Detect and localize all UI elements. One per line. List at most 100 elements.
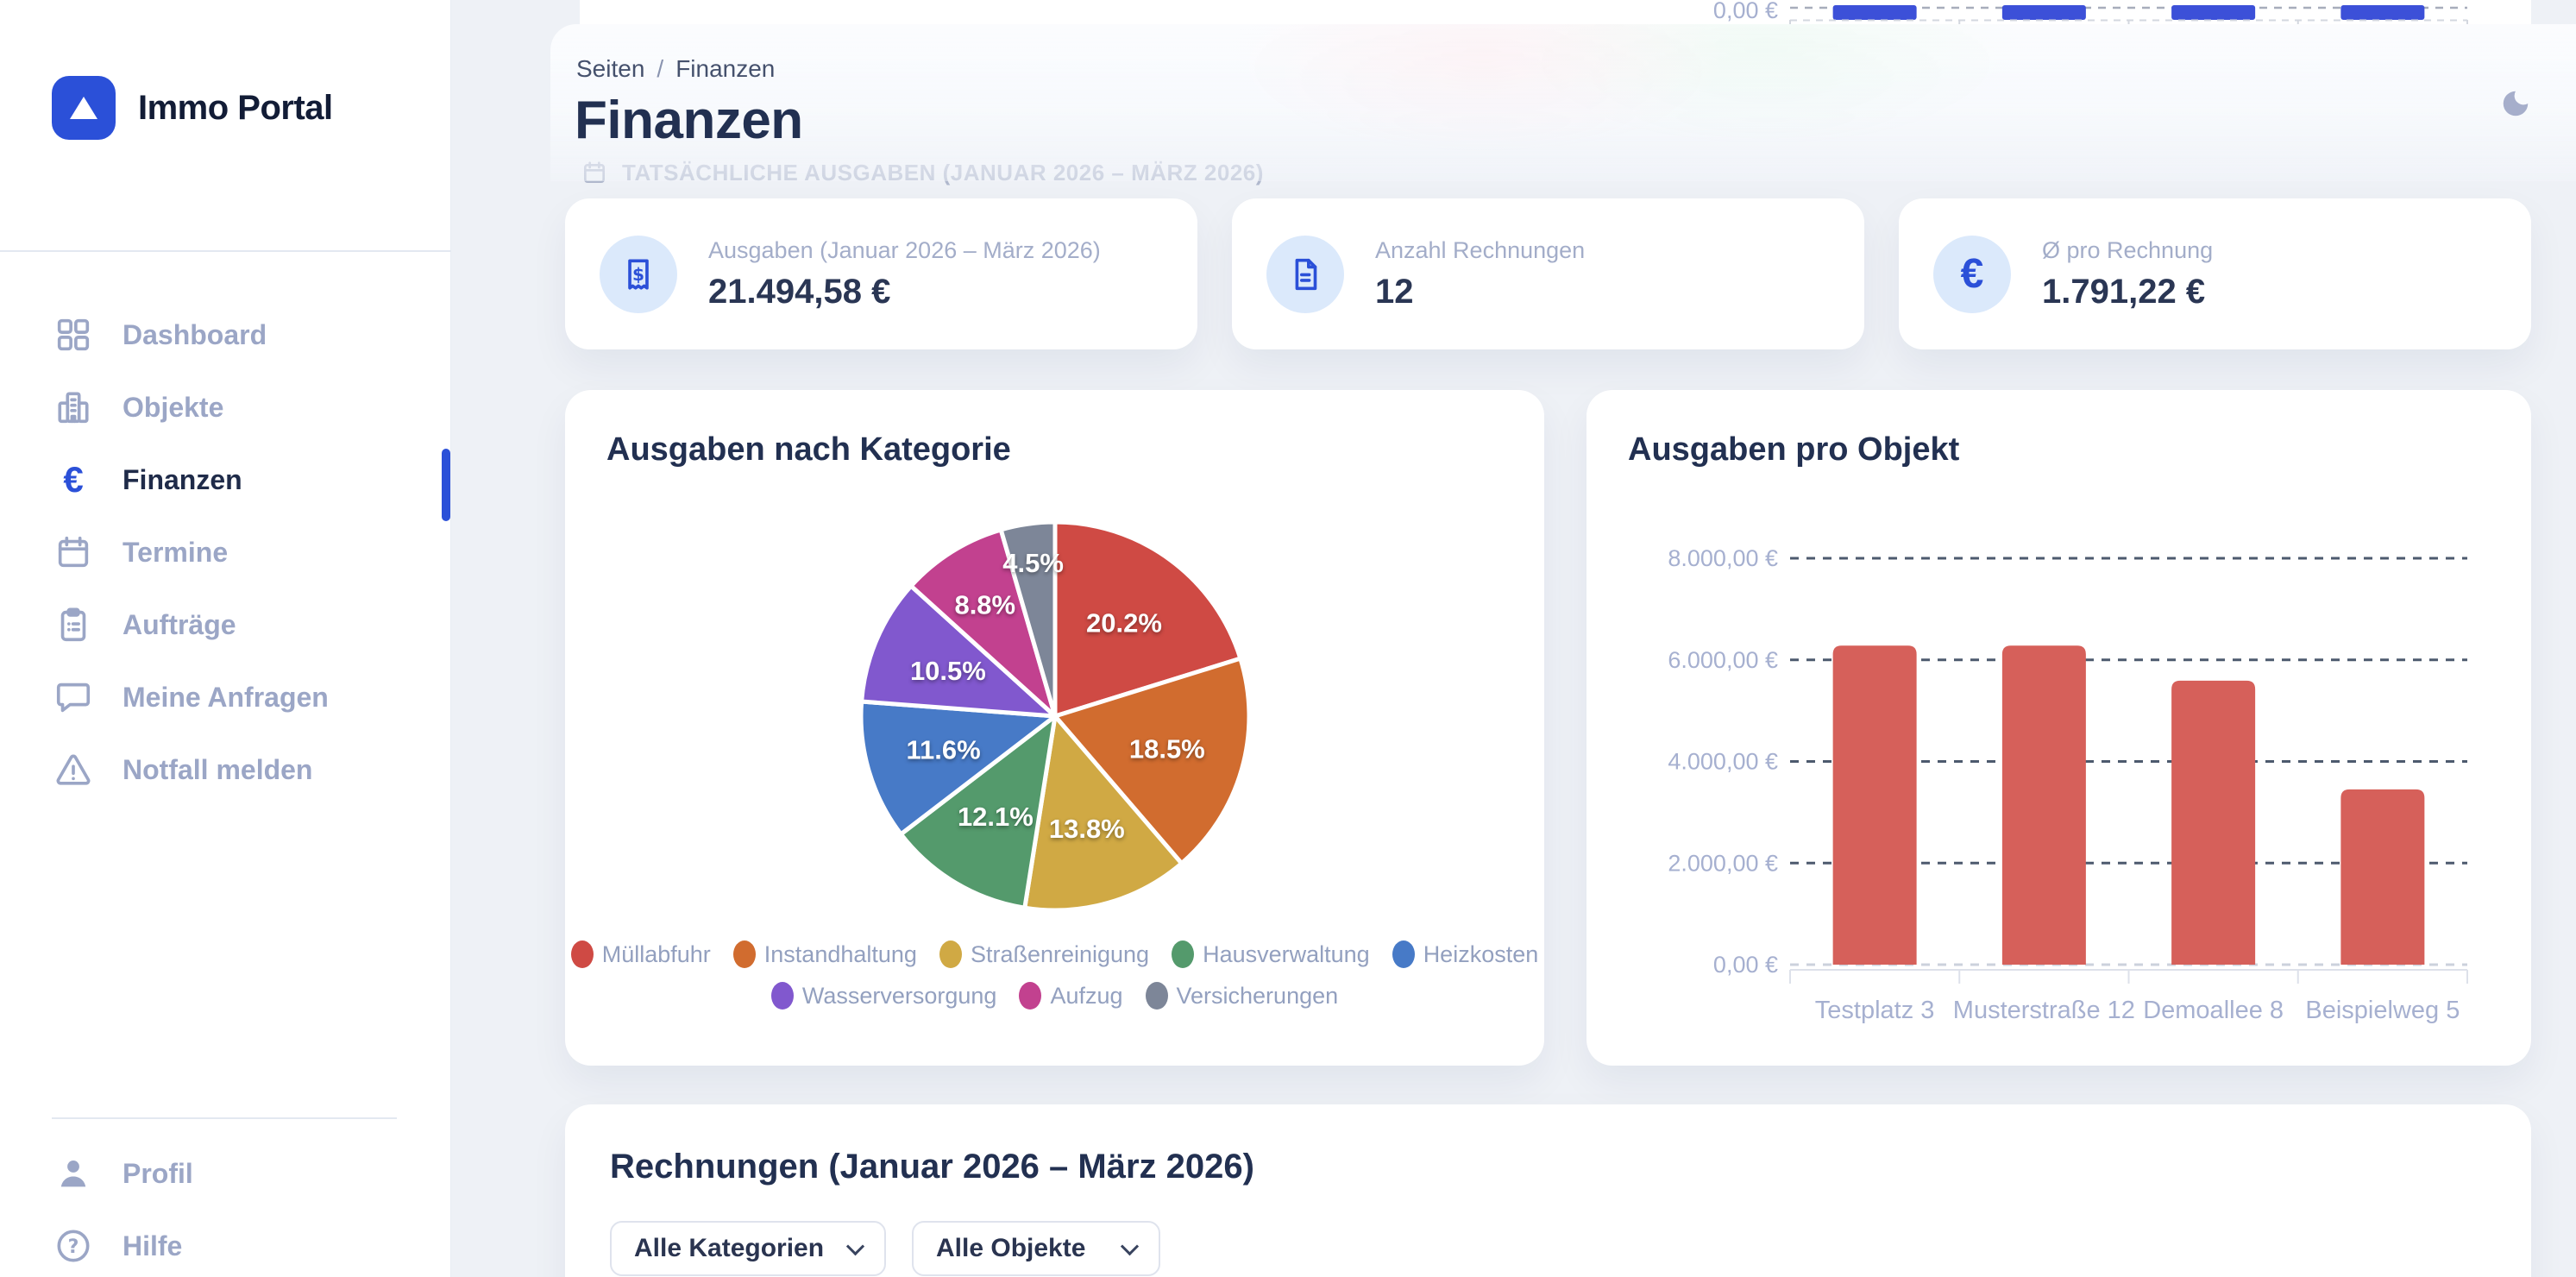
svg-text:6.000,00 €: 6.000,00 € (1668, 647, 1778, 673)
legend-label: Hausverwaltung (1203, 940, 1370, 967)
calendar-icon (53, 532, 93, 572)
person-icon (53, 1154, 93, 1193)
svg-text:Demoallee 8: Demoallee 8 (2143, 997, 2284, 1024)
svg-text:Testplatz 3: Testplatz 3 (1815, 997, 1935, 1024)
breadcrumb-current: Finanzen (675, 55, 776, 82)
legend-row: Wasserversorgung Aufzug Versicherungen (770, 982, 1338, 1010)
legend-color-dot (1172, 940, 1195, 968)
invoice-filters: Alle Kategorien Alle Objekte (610, 1221, 1160, 1276)
legend-color-dot (570, 940, 594, 968)
legend-item[interactable]: Straßenreinigung (939, 940, 1149, 968)
sidebar-item-hilfe[interactable]: ? Hilfe (0, 1210, 451, 1277)
building-icon (53, 387, 93, 427)
legend-label: Wasserversorgung (801, 982, 997, 1009)
sidebar-item-meine-anfragen[interactable]: Meine Anfragen (0, 661, 451, 733)
sidebar-item-label: Aufträge (123, 608, 236, 640)
category-filter-select[interactable]: Alle Kategorien (610, 1221, 886, 1276)
bar-chart-card: Ausgaben pro Objekt 0,00 € 2.000,00 € 4.00… (1586, 390, 2531, 1066)
svg-text:2.000,00 €: 2.000,00 € (1668, 850, 1778, 876)
sidebar-item-notfall-melden[interactable]: Notfall melden (0, 733, 451, 806)
sidebar-item-label: Dashboard (123, 318, 267, 350)
sidebar-item-label: Notfall melden (123, 753, 313, 785)
svg-text:Beispielweg 5: Beispielweg 5 (2305, 997, 2460, 1024)
stats-row: $ Ausgaben (Januar 2026 – März 2026) 21.… (565, 198, 2531, 349)
brand[interactable]: Immo Portal (52, 76, 333, 140)
sidebar-item-termine[interactable]: Termine (0, 516, 451, 588)
legend-label: Heizkosten (1423, 940, 1539, 967)
legend-item[interactable]: Versicherungen (1145, 982, 1338, 1010)
legend-label: Aufzug (1050, 982, 1123, 1009)
brand-name: Immo Portal (138, 88, 333, 127)
page-header: Seiten / Finanzen Finanzen (550, 24, 2576, 181)
sidebar-item-label: Meine Anfragen (123, 681, 329, 713)
breadcrumb-root-link[interactable]: Seiten (576, 55, 645, 82)
pie-chart-card: Ausgaben nach Kategorie 20.2% 18.5% 13.8% 1… (565, 390, 1544, 1066)
svg-text:4.000,00 €: 4.000,00 € (1668, 749, 1778, 775)
brand-logo-icon (52, 76, 116, 140)
euro-circle-icon: € (1933, 235, 2011, 313)
active-nav-indicator (442, 449, 450, 521)
svg-text:10.5%: 10.5% (910, 656, 986, 686)
legend-item[interactable]: Aufzug (1019, 982, 1123, 1010)
legend-item[interactable]: Müllabfuhr (570, 940, 711, 968)
invoice-icon: $ (600, 235, 677, 313)
legend-color-dot (1019, 982, 1042, 1010)
sidebar-item-label: Finanzen (123, 463, 242, 495)
sidebar-item-label: Objekte (123, 391, 224, 423)
legend-color-dot (939, 940, 962, 968)
page-title: Finanzen (575, 91, 803, 150)
svg-text:12.1%: 12.1% (958, 802, 1034, 832)
chat-icon (53, 677, 93, 717)
pie-chart-title: Ausgaben nach Kategorie (606, 431, 1011, 468)
legend-row: Müllabfuhr Instandhaltung Straßenreinigung… (570, 940, 1539, 968)
legend-color-dot (732, 940, 756, 968)
stat-label: Anzahl Rechnungen (1375, 236, 1586, 263)
svg-text:11.6%: 11.6% (906, 735, 980, 765)
svg-text:8.8%: 8.8% (954, 589, 1015, 620)
partial-bar-chart: 0,00 € (580, 0, 2531, 24)
theme-toggle-button[interactable] (2493, 83, 2538, 128)
clipboard-icon (53, 605, 93, 645)
stat-card-average: € Ø pro Rechnung 1.791,22 € (1899, 198, 2531, 349)
svg-text:13.8%: 13.8% (1049, 814, 1125, 844)
object-filter-select[interactable]: Alle Objekte (912, 1221, 1160, 1276)
legend-item[interactable]: Wasserversorgung (770, 982, 997, 1010)
legend-item[interactable]: Hausverwaltung (1172, 940, 1370, 968)
sidebar-item-finanzen[interactable]: € Finanzen (0, 443, 451, 516)
sidebar-footer: Profil ? Hilfe (0, 1137, 451, 1277)
legend-item[interactable]: Heizkosten (1392, 940, 1539, 968)
sidebar-item-label: Termine (123, 536, 229, 568)
stat-card-expenses: $ Ausgaben (Januar 2026 – März 2026) 21.… (565, 198, 1197, 349)
svg-text:20.2%: 20.2% (1086, 607, 1162, 638)
scrolled-out-chart-remnant: 0,00 € (580, 0, 2531, 24)
sidebar-item-profil[interactable]: Profil (0, 1137, 451, 1210)
sidebar-item-label: Profil (123, 1157, 193, 1189)
bar-chart-title: Ausgaben pro Objekt (1628, 431, 1960, 468)
sidebar-divider (0, 250, 451, 252)
warning-icon (53, 750, 93, 789)
sidebar-item-objekte[interactable]: Objekte (0, 371, 451, 443)
stat-label: Ø pro Rechnung (2042, 236, 2214, 263)
breadcrumb: Seiten / Finanzen (576, 55, 775, 83)
charts-row: Ausgaben nach Kategorie 20.2% 18.5% 13.8% 1… (565, 390, 2531, 1066)
legend-label: Straßenreinigung (970, 940, 1150, 967)
sidebar: Immo Portal Dashboard (0, 0, 451, 1277)
chevron-down-icon (845, 1236, 865, 1255)
sidebar-item-auftraege[interactable]: Aufträge (0, 588, 451, 661)
legend-label: Müllabfuhr (601, 940, 711, 967)
invoices-title: Rechnungen (Januar 2026 – März 2026) (610, 1148, 1254, 1186)
svg-text:0,00 €: 0,00 € (1713, 0, 1778, 23)
sidebar-item-dashboard[interactable]: Dashboard (0, 299, 451, 371)
svg-text:$: $ (632, 263, 644, 284)
legend-color-dot (770, 982, 794, 1010)
svg-text:0,00 €: 0,00 € (1713, 952, 1778, 978)
legend-label: Instandhaltung (763, 940, 917, 967)
pie-chart-legend: Müllabfuhr Instandhaltung Straßenreinigung… (565, 940, 1544, 1010)
legend-color-dot (1145, 982, 1168, 1010)
stat-value: 1.791,22 € (2042, 272, 2206, 311)
legend-item[interactable]: Instandhaltung (732, 940, 917, 968)
euro-icon: € (63, 459, 84, 500)
help-icon: ? (53, 1226, 93, 1266)
stat-card-invoice-count: Anzahl Rechnungen 12 (1232, 198, 1864, 349)
